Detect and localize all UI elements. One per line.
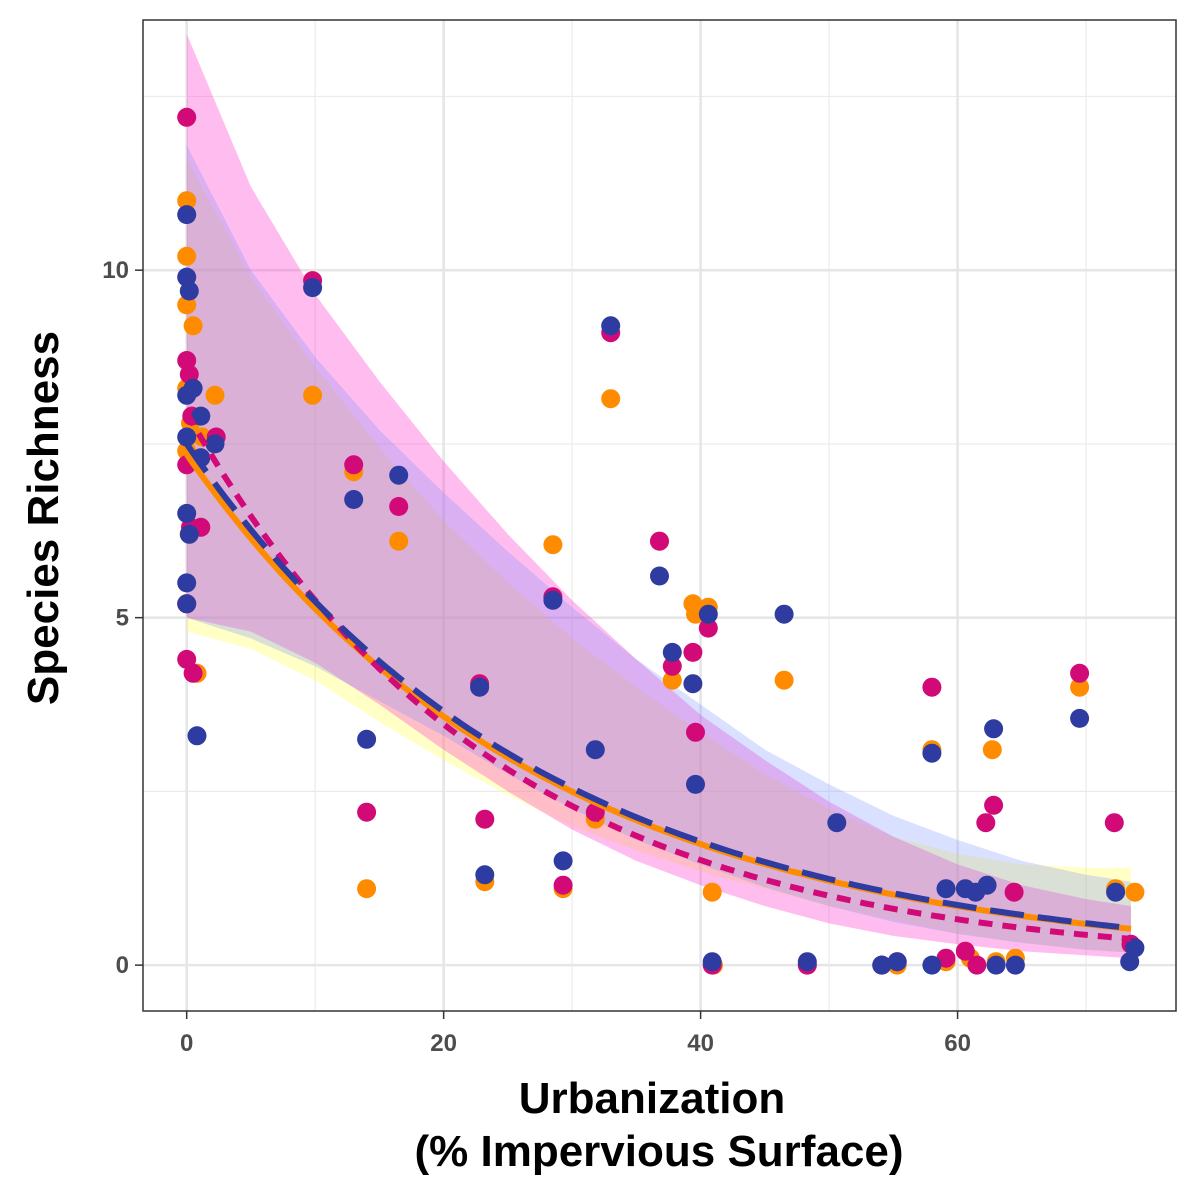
data-point-series-3	[177, 573, 197, 593]
y-axis-title: Species Richness	[19, 331, 68, 705]
data-point-series-2	[1070, 663, 1090, 683]
data-point-series-3	[191, 406, 211, 426]
data-point-series-1	[543, 535, 563, 555]
data-point-series-3	[698, 604, 718, 624]
confidence-ribbon-series-3	[186, 145, 1131, 953]
data-point-series-3	[977, 875, 997, 895]
x-axis-title-line-2: (% Impervious Surface)	[414, 1127, 903, 1176]
data-point-series-3	[389, 465, 409, 485]
data-point-series-3	[344, 490, 364, 509]
data-point-series-2	[177, 649, 197, 669]
data-point-series-2	[976, 813, 996, 833]
data-point-series-3	[662, 642, 682, 662]
fit-lines	[184, 411, 1132, 942]
data-point-series-2	[650, 531, 669, 551]
data-point-series-3	[922, 955, 942, 975]
data-point-series-1	[1070, 677, 1090, 697]
data-point-series-1	[982, 740, 1002, 760]
data-point-series-3	[650, 566, 669, 586]
data-point-series-3	[475, 865, 495, 885]
data-point-series-3	[1106, 882, 1126, 902]
data-point-series-3	[553, 851, 573, 871]
fit-line-series-3	[184, 442, 1132, 932]
data-point-series-3	[179, 524, 199, 544]
data-point-series-1	[177, 246, 197, 266]
data-point-series-1	[357, 879, 377, 899]
data-point-series-2	[662, 656, 682, 676]
data-point-series-1	[303, 385, 323, 405]
data-point-series-1	[702, 882, 722, 902]
confidence-ribbon-series-2	[186, 33, 1131, 959]
data-point-series-2	[936, 948, 956, 968]
data-point-series-3	[797, 952, 817, 972]
confidence-ribbon-series-1	[186, 159, 1131, 953]
data-point-series-3	[303, 278, 323, 298]
data-point-series-3	[1005, 955, 1025, 975]
data-point-series-2	[553, 875, 573, 895]
y-tick-label: 0	[116, 952, 129, 979]
data-point-series-3	[1070, 708, 1090, 728]
data-point-series-3	[936, 879, 956, 899]
x-tick-label: 40	[687, 1030, 714, 1057]
data-point-series-2	[177, 107, 197, 127]
x-tick-label: 20	[430, 1030, 457, 1057]
data-point-series-1	[389, 531, 409, 551]
data-point-series-3	[986, 955, 1006, 975]
data-points	[177, 107, 1145, 975]
data-point-series-3	[827, 813, 847, 833]
data-point-series-2	[984, 795, 1004, 815]
data-point-series-1	[183, 316, 203, 336]
data-point-series-3	[702, 952, 722, 972]
confidence-ribbons	[186, 33, 1131, 959]
data-point-series-1	[662, 670, 682, 690]
data-point-series-1	[177, 191, 197, 211]
data-point-series-3	[601, 316, 621, 336]
data-point-series-2	[344, 455, 364, 475]
data-point-series-2	[967, 955, 987, 975]
data-point-series-3	[686, 774, 705, 794]
data-point-series-1	[205, 385, 225, 405]
x-tick-label: 0	[180, 1030, 193, 1057]
data-point-series-3	[177, 427, 197, 447]
data-point-series-2	[955, 941, 975, 961]
axis-ticks: 0 20 40 60 0 5 10	[102, 257, 971, 1057]
data-point-series-3	[984, 719, 1004, 739]
data-point-series-3	[177, 503, 197, 523]
data-point-series-2	[698, 618, 718, 638]
panel-border	[142, 19, 1177, 1012]
data-point-series-2	[389, 497, 409, 516]
data-point-series-3	[774, 604, 794, 624]
y-tick-label: 10	[102, 257, 129, 284]
data-point-series-2	[683, 642, 703, 662]
data-point-series-1	[1125, 882, 1145, 902]
data-point-series-3	[922, 743, 942, 763]
data-point-series-1	[774, 670, 794, 690]
data-point-series-3	[179, 281, 199, 301]
data-point-series-2	[922, 677, 942, 697]
data-point-series-3	[887, 952, 907, 972]
data-point-series-2	[686, 722, 705, 742]
data-point-series-3	[177, 594, 197, 614]
data-point-series-2	[475, 809, 495, 829]
data-point-series-3	[872, 955, 892, 975]
data-point-series-2	[1004, 882, 1024, 902]
data-point-series-3	[585, 740, 605, 760]
data-point-series-3	[543, 590, 563, 610]
x-axis-title-line-1: Urbanization	[519, 1074, 785, 1123]
data-point-series-3	[1125, 938, 1145, 958]
data-point-series-3	[683, 674, 703, 694]
data-point-series-3	[357, 729, 377, 749]
x-tick-label: 60	[944, 1030, 971, 1057]
data-point-series-2	[1104, 813, 1124, 833]
data-point-series-3	[177, 205, 197, 225]
data-point-series-2	[357, 802, 377, 822]
data-point-series-3	[187, 726, 207, 746]
y-tick-label: 5	[116, 605, 129, 632]
data-point-series-3	[177, 385, 197, 405]
data-point-series-3	[205, 434, 225, 454]
data-point-series-3	[470, 677, 490, 697]
data-point-series-1	[601, 389, 621, 409]
